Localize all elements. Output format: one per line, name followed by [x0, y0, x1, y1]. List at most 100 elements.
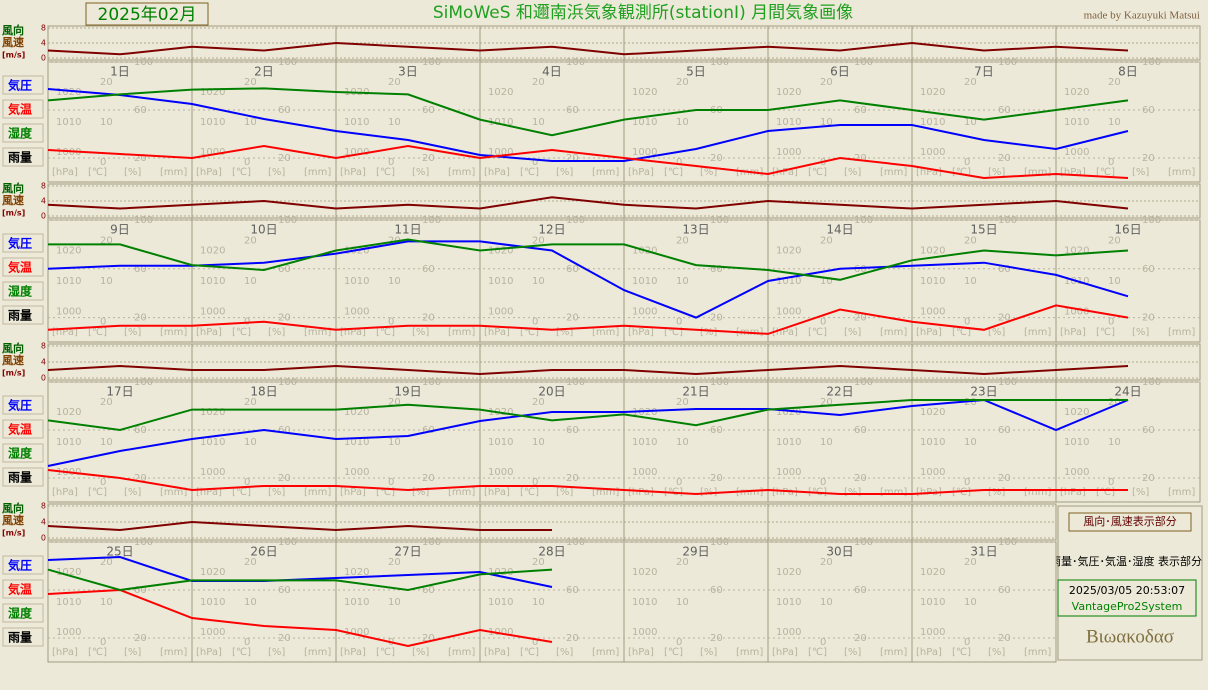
y-tick-label: 20 [964, 235, 977, 246]
unit-label: [hPa] [628, 327, 654, 338]
legend-label: 雨量 [8, 471, 32, 485]
y-tick-label: 1010 [632, 597, 657, 608]
legend-box [2, 147, 44, 167]
unit-label: [hPa] [1060, 167, 1086, 178]
legend-label: 気温 [8, 422, 32, 437]
unit-label: [mm] [592, 487, 619, 498]
unit-label: [%] [268, 327, 285, 338]
y-tick-label: 20 [964, 397, 977, 408]
unit-label: [hPa] [484, 167, 510, 178]
unit-label: [hPa] [916, 647, 942, 658]
y-tick-label: 10 [1108, 117, 1121, 128]
y-tick-label: 10 [964, 597, 977, 608]
y-tick-label: 1020 [632, 407, 657, 418]
unit-label: [mm] [736, 647, 763, 658]
y-tick-label: 0 [820, 637, 826, 648]
y-tick-label: 100 [278, 57, 297, 68]
unit-label: [hPa] [340, 327, 366, 338]
y-tick-label: 1000 [200, 627, 225, 638]
unit-label: [%] [268, 167, 285, 178]
unit-label: [hPa] [196, 167, 222, 178]
unit-label: [%] [700, 167, 717, 178]
legend-label: 気圧 [8, 78, 32, 93]
unit-label: [℃] [232, 327, 251, 338]
y-tick-label: 1010 [776, 437, 801, 448]
unit-label: [hPa] [628, 647, 654, 658]
series-line [47, 144, 1129, 180]
y-tick-label: 60 [710, 585, 723, 596]
wind-label: [m/s] [2, 529, 25, 538]
y-tick-label: 1010 [344, 597, 369, 608]
y-tick-label: 1020 [56, 87, 81, 98]
y-tick-label: 10 [676, 117, 689, 128]
y-tick-label: 10 [244, 117, 257, 128]
y-tick-label: 20 [820, 77, 833, 88]
y-tick-label: 100 [1142, 57, 1161, 68]
x-tick-label: 13日 [682, 223, 709, 237]
y-tick-label: 1020 [776, 87, 801, 98]
y-tick-label: 0 [1108, 157, 1114, 168]
y-tick-label: 0 [964, 157, 970, 168]
unit-label: [hPa] [628, 487, 654, 498]
y-tick-label: 1000 [344, 147, 369, 158]
y-tick-label: 20 [566, 473, 579, 484]
x-tick-label: 23日 [970, 385, 997, 399]
x-tick-label: 2日 [254, 65, 274, 79]
y-tick-label: 100 [998, 377, 1017, 388]
y-tick-label: 1010 [1064, 437, 1089, 448]
y-tick-label: 1010 [200, 276, 225, 287]
series-line [47, 469, 1128, 496]
series-line [47, 588, 553, 648]
y-tick-label: 20 [854, 633, 867, 644]
unit-label: [mm] [160, 327, 187, 338]
unit-label: [%] [700, 647, 717, 658]
y-tick-label: 0 [532, 477, 538, 488]
x-tick-label: 15日 [970, 223, 997, 237]
x-tick-label: 29日 [682, 545, 709, 559]
y-tick-label: 1000 [1064, 147, 1089, 158]
wind-tick-label: 4 [41, 358, 46, 367]
y-tick-label: 1020 [200, 246, 225, 257]
y-tick-label: 0 [820, 477, 826, 488]
y-tick-label: 100 [998, 215, 1017, 226]
unit-label: [℃] [808, 167, 827, 178]
series-line [47, 399, 1128, 432]
unit-label: [hPa] [1060, 327, 1086, 338]
y-tick-label: 1010 [488, 437, 513, 448]
wind-note: 風向･風速表示部分 [1083, 514, 1177, 528]
y-tick-label: 10 [244, 276, 257, 287]
y-tick-label: 10 [244, 597, 257, 608]
unit-label: [℃] [88, 647, 107, 658]
y-tick-label: 1020 [200, 87, 225, 98]
y-tick-label: 1010 [776, 597, 801, 608]
y-tick-label: 20 [964, 77, 977, 88]
y-tick-label: 1000 [488, 467, 513, 478]
y-tick-label: 1000 [776, 307, 801, 318]
unit-label: [hPa] [484, 487, 510, 498]
wind-tick-label: 8 [41, 24, 46, 33]
unit-label: [mm] [448, 167, 475, 178]
y-tick-label: 20 [532, 77, 545, 88]
y-tick-label: 60 [566, 585, 579, 596]
unit-label: [%] [412, 327, 429, 338]
unit-label: [mm] [592, 327, 619, 338]
y-tick-label: 20 [710, 153, 723, 164]
x-tick-label: 17日 [106, 385, 133, 399]
y-tick-label: 20 [134, 473, 147, 484]
y-tick-label: 0 [964, 317, 970, 328]
y-tick-label: 0 [964, 637, 970, 648]
y-tick-label: 1010 [776, 117, 801, 128]
y-tick-label: 0 [676, 477, 682, 488]
y-tick-label: 20 [532, 557, 545, 568]
wind-line [47, 364, 1129, 376]
legend-label: 雨量 [8, 631, 32, 645]
legend-label: 気圧 [8, 398, 32, 413]
y-tick-label: 1020 [344, 407, 369, 418]
y-tick-label: 1010 [920, 276, 945, 287]
y-tick-label: 100 [566, 537, 585, 548]
credit: made by Kazuyuki Matsui [1084, 10, 1200, 22]
unit-label: [mm] [448, 487, 475, 498]
y-tick-label: 10 [676, 597, 689, 608]
unit-label: [mm] [736, 487, 763, 498]
y-tick-label: 0 [964, 477, 970, 488]
